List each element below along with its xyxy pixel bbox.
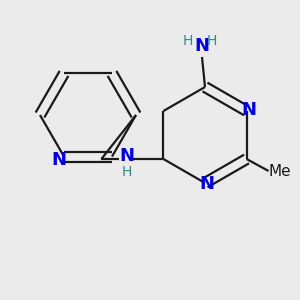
Text: Me: Me	[268, 164, 291, 178]
Text: H: H	[207, 34, 217, 48]
Text: H: H	[121, 165, 132, 179]
Text: N: N	[200, 175, 214, 193]
Text: N: N	[119, 147, 134, 165]
Text: N: N	[241, 101, 256, 119]
Text: N: N	[52, 151, 67, 169]
Text: H: H	[183, 34, 193, 48]
Text: N: N	[194, 37, 209, 55]
